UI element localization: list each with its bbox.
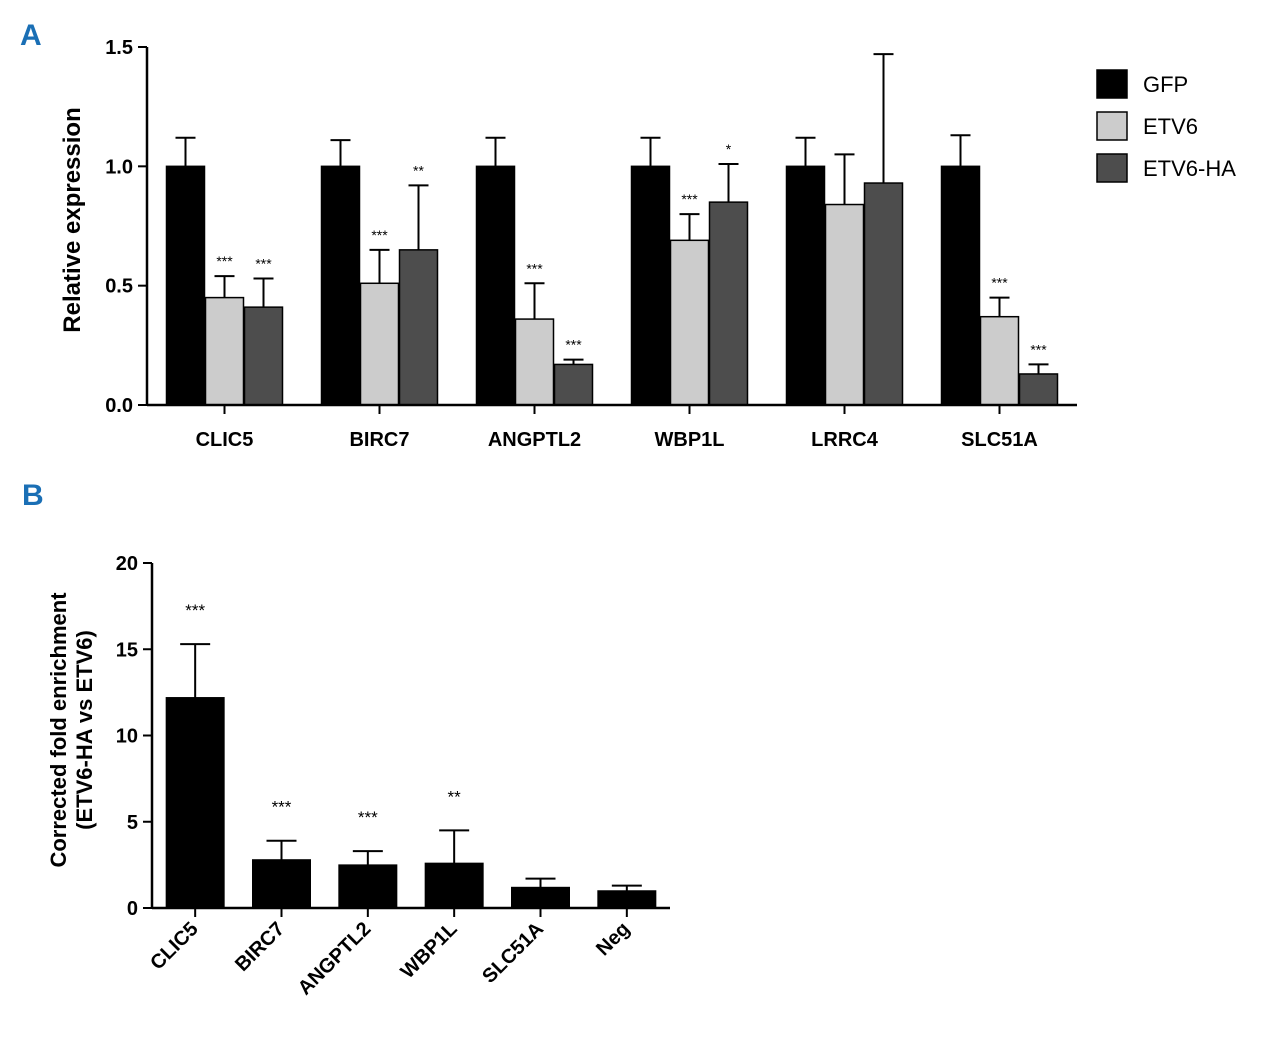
bar-neg — [597, 890, 657, 909]
bar-birc7-gfp — [320, 165, 361, 406]
y-tick-label-0-0: 0.0 — [105, 395, 133, 417]
legend-label-etv6: ETV6 — [1143, 114, 1198, 139]
significance-wbp1l-etv6-ha: * — [726, 141, 732, 157]
x-tick-label-slc51a: SLC51A — [961, 429, 1038, 451]
bar-lrrc4-gfp — [785, 165, 826, 406]
bar-birc7 — [252, 859, 311, 909]
chart-panel-b: *********** CLIC5 BIRC7 ANGPTL2 WBP1L SLC51A… — [46, 553, 670, 1000]
panel-b-bars: *********** — [165, 601, 657, 909]
bar-lrrc4-etv6-ha — [863, 182, 904, 406]
bar-slc51a-etv6 — [979, 315, 1020, 406]
bar-angptl2 — [338, 864, 398, 909]
x-tick-label-clic5: CLIC5 — [146, 918, 202, 974]
bar-angptl2-etv6 — [514, 318, 555, 406]
x-tick-label-birc7: BIRC7 — [231, 918, 289, 976]
x-tick-label-angptl2: ANGPTL2 — [294, 918, 376, 1000]
chart-panel-a: *** ************************ CLIC5 BIRC7 AN… — [59, 37, 1236, 451]
bar-slc51a-gfp — [940, 165, 981, 406]
bar-slc51a — [511, 886, 570, 909]
x-tick-label-angptl2: ANGPTL2 — [488, 429, 581, 451]
bar-birc7-etv6 — [359, 282, 400, 406]
bar-birc7-etv6-ha — [398, 249, 439, 406]
x-tick-label-slc51a: SLC51A — [478, 918, 548, 988]
significance-slc51a-etv6-ha: *** — [1030, 341, 1047, 357]
panel-label-b: B — [22, 479, 44, 512]
significance-angptl2: *** — [358, 808, 378, 827]
x-tick-label-neg: Neg — [592, 918, 634, 960]
panel-b-y-axis-label-line2: (ETV6-HA vs ETV6) — [72, 630, 97, 830]
bar-wbp1l-etv6-ha — [708, 201, 749, 406]
significance-angptl2-etv6: *** — [526, 260, 543, 276]
y-tick-label-1-5: 1.5 — [105, 37, 133, 59]
x-tick-label-lrrc4: LRRC4 — [811, 429, 879, 451]
significance-slc51a-etv6: *** — [991, 275, 1008, 291]
significance-birc7-etv6: *** — [371, 227, 388, 243]
y-tick-label-0-5: 0.5 — [105, 276, 133, 298]
significance-clic5-etv6-ha: *** — [255, 256, 272, 272]
bar-wbp1l — [424, 862, 484, 909]
y-tick-label-10: 10 — [116, 726, 138, 748]
significance-birc7: *** — [272, 798, 292, 817]
y-tick-label-0: 0 — [127, 898, 138, 920]
legend-label-gfp: GFP — [1143, 72, 1188, 97]
significance-clic5: *** — [185, 601, 205, 620]
y-tick-label-15: 15 — [116, 639, 138, 661]
significance-wbp1l: ** — [448, 787, 462, 806]
bar-slc51a-etv6-ha — [1018, 373, 1059, 406]
bar-angptl2-gfp — [475, 165, 516, 406]
legend-swatch-gfp — [1096, 69, 1128, 99]
panel-a-axes: CLIC5 BIRC7 ANGPTL2 WBP1L LRRC4 SLC51A 0.0 0.5 1… — [105, 37, 1077, 451]
bar-lrrc4-etv6 — [824, 203, 865, 406]
bar-clic5-gfp — [165, 165, 206, 406]
x-tick-label-birc7: BIRC7 — [349, 429, 409, 451]
panel-b-y-axis-label-line1: Corrected fold enrichment — [46, 592, 71, 868]
bar-clic5-etv6-ha — [243, 306, 284, 406]
bar-clic5 — [165, 697, 225, 909]
legend-swatch-etv6-ha — [1096, 153, 1128, 183]
significance-wbp1l-etv6: *** — [681, 191, 698, 207]
x-tick-label-wbp1l: WBP1L — [397, 918, 462, 983]
panel-a-legend: GFP ETV6 ETV6-HA — [1096, 69, 1236, 183]
y-tick-label-20: 20 — [116, 553, 138, 575]
x-tick-label-clic5: CLIC5 — [196, 429, 254, 451]
bar-clic5-etv6 — [204, 296, 245, 406]
bar-wbp1l-etv6 — [669, 239, 710, 406]
x-tick-label-wbp1l: WBP1L — [655, 429, 725, 451]
significance-clic5-etv6: *** — [216, 253, 233, 269]
bar-angptl2-etv6-ha — [553, 363, 594, 406]
panel-a-bars: *** ************************ — [165, 53, 1059, 406]
significance-birc7-etv6-ha: ** — [413, 162, 424, 178]
y-tick-label-1-0: 1.0 — [105, 156, 133, 178]
y-tick-label-5: 5 — [127, 812, 138, 834]
significance-angptl2-etv6-ha: *** — [565, 337, 582, 353]
panel-label-a: A — [20, 19, 42, 52]
legend-label-etv6-ha: ETV6-HA — [1143, 156, 1236, 181]
panel-a-y-axis-label: Relative expression — [59, 107, 86, 332]
legend-swatch-etv6 — [1096, 111, 1128, 141]
bar-wbp1l-gfp — [630, 165, 671, 406]
